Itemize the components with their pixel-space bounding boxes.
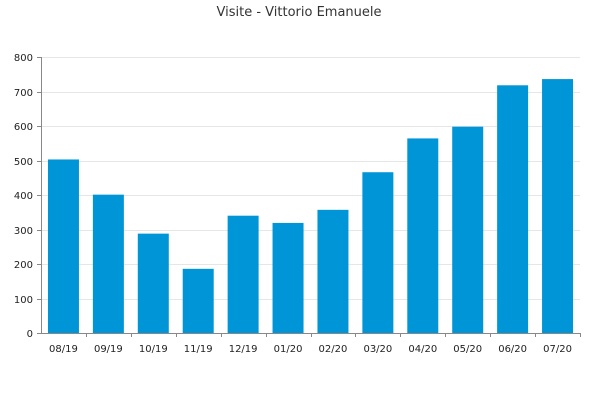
bar-04-20 — [407, 138, 439, 333]
x-tick-label: 08/19 — [49, 344, 78, 355]
bar-02-20 — [317, 209, 349, 333]
x-tick-label: 11/19 — [184, 344, 213, 355]
bar-06-20 — [497, 85, 529, 333]
y-tick-label: 100 — [14, 295, 33, 306]
y-tick-label: 600 — [14, 122, 33, 133]
x-tick-label: 09/19 — [94, 344, 123, 355]
gridlines — [41, 57, 580, 300]
y-tick-labels: 0 100 200 300 400 500 600 700 800 — [14, 53, 33, 340]
x-tick-label: 05/20 — [453, 344, 482, 355]
bar-09-19 — [92, 194, 124, 333]
x-tick-label: 07/20 — [543, 344, 572, 355]
y-tick-label: 400 — [14, 191, 33, 202]
bar-03-20 — [362, 172, 394, 333]
y-tick-label: 0 — [27, 329, 33, 340]
chart-title: Visite - Vittorio Emanuele — [217, 5, 382, 20]
x-tick-label: 12/19 — [229, 344, 258, 355]
y-tick-label: 500 — [14, 157, 33, 168]
bar-01-20 — [272, 222, 304, 333]
x-tick-label: 10/19 — [139, 344, 168, 355]
axes — [37, 57, 581, 337]
bar-11-19 — [182, 268, 214, 333]
bar-05-20 — [452, 126, 484, 333]
bars — [47, 79, 574, 333]
x-tick-label: 06/20 — [498, 344, 527, 355]
x-tick-label: 01/20 — [274, 344, 303, 355]
y-tick-label: 700 — [14, 88, 33, 99]
y-tick-label: 200 — [14, 260, 33, 271]
x-tick-label: 03/20 — [363, 344, 392, 355]
x-tick-labels: 08/19 09/19 10/19 11/19 12/19 01/20 02/20 03/20… — [49, 344, 572, 355]
bar-07-20 — [542, 79, 574, 333]
bar-08-19 — [47, 159, 79, 333]
y-tick-label: 800 — [14, 53, 33, 64]
x-tick-label: 02/20 — [319, 344, 348, 355]
bar-12-19 — [227, 215, 259, 333]
x-tick-label: 04/20 — [408, 344, 437, 355]
y-tick-label: 300 — [14, 226, 33, 237]
bar-10-19 — [137, 233, 169, 333]
